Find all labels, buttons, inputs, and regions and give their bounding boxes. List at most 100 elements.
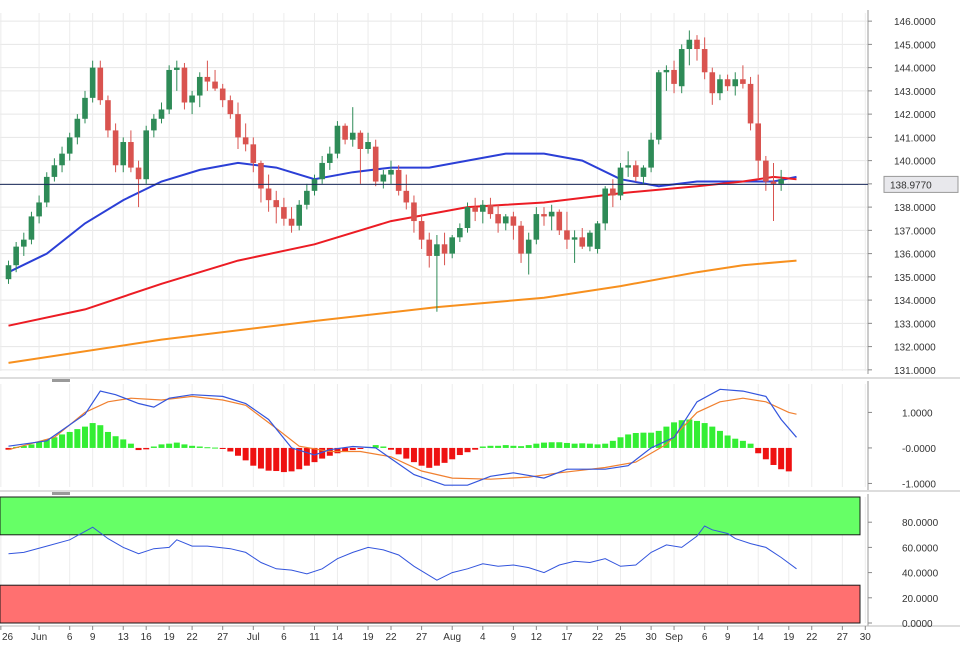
candle-body (372, 146, 379, 182)
macd-bar-positive (487, 445, 494, 448)
candle-body (770, 181, 777, 184)
candle-body (357, 132, 364, 149)
price-tick-label: 131.0000 (894, 366, 936, 377)
macd-tick-label: -1.0000 (902, 479, 936, 490)
macd-bar-positive (127, 443, 134, 448)
macd-bar-negative (303, 447, 310, 466)
x-tick-label: 27 (217, 632, 229, 643)
macd-bar-negative (227, 447, 234, 452)
macd-bar-negative (395, 447, 402, 455)
macd-bar-positive (663, 426, 670, 448)
price-tick-label: 143.0000 (894, 87, 936, 98)
candle-body (518, 225, 524, 254)
candle-body (426, 239, 433, 256)
price-tick-label: 138.0000 (894, 203, 936, 214)
x-tick-label: 6 (67, 632, 73, 643)
macd-bar-positive (648, 432, 655, 448)
candle-body (273, 200, 280, 208)
candle-body (709, 72, 716, 94)
moving-average-line (8, 152, 797, 274)
rsi-oversold-zone (0, 584, 861, 624)
macd-bar-positive (59, 434, 66, 448)
price-tick-label: 140.0000 (894, 157, 936, 168)
macd-bar-negative (433, 447, 440, 466)
macd-bar-negative (464, 447, 471, 453)
candle-body (717, 79, 723, 94)
x-tick-label: 19 (164, 632, 176, 643)
x-tick-label: 30 (646, 632, 658, 643)
x-tick-label: 30 (860, 632, 872, 643)
candle-body (755, 123, 761, 161)
price-tick-label: 136.0000 (894, 250, 936, 261)
candle-body (43, 176, 50, 203)
macd-bar-positive (97, 425, 104, 448)
last-price-label: 138.9770 (890, 180, 932, 191)
macd-bar-negative (235, 447, 241, 456)
x-tick-label: 11 (309, 632, 320, 643)
macd-bar-negative (418, 447, 425, 466)
candle-body (541, 214, 547, 217)
price-tick-label: 133.0000 (894, 319, 936, 330)
macd-bar-positive (66, 431, 73, 448)
macd-bar-positive (120, 439, 127, 448)
macd-bar-negative (410, 447, 417, 463)
macd-bar-positive (502, 445, 509, 448)
x-tick-label: 22 (385, 632, 397, 643)
macd-bar-positive (678, 420, 685, 448)
macd-bar-negative (388, 447, 394, 450)
x-tick-label: 6 (281, 632, 287, 643)
candle-body (525, 239, 532, 254)
candle-body (74, 118, 81, 138)
macd-main-line (8, 388, 797, 486)
candle-body (434, 244, 440, 256)
macd-bar-positive (212, 447, 219, 449)
candle-body (342, 125, 348, 140)
candle-body (640, 167, 647, 177)
macd-bar-positive (372, 445, 379, 448)
candle-body (655, 72, 662, 140)
x-tick-label: 14 (332, 632, 344, 643)
macd-bar-negative (472, 447, 479, 450)
macd-bar-positive (36, 441, 43, 448)
candle-body (548, 211, 555, 217)
candle-body (403, 190, 410, 203)
price-tick-label: 146.0000 (894, 17, 936, 28)
candle-body (388, 169, 394, 175)
macd-bar-positive (747, 443, 754, 448)
macd-bar-positive (739, 440, 746, 448)
macd-bar-negative (219, 447, 226, 449)
candle-body (349, 132, 356, 140)
x-tick-label: 22 (592, 632, 604, 643)
macd-bar-positive (181, 444, 188, 448)
x-tick-label: 9 (725, 632, 731, 643)
macd-bar-negative (5, 447, 12, 450)
x-tick-label: 22 (806, 632, 818, 643)
macd-bar-positive (579, 443, 586, 448)
x-tick-label: 25 (615, 632, 627, 643)
candle-body (587, 232, 593, 247)
candle-body (189, 95, 195, 103)
last-price-box (883, 175, 959, 193)
candle-body (212, 81, 218, 89)
pane-frames (0, 10, 960, 627)
macd-bar-positive (671, 422, 678, 448)
candle-body (219, 88, 226, 101)
candle-body (288, 218, 295, 226)
macd-bar-negative (426, 447, 433, 468)
candle-body (763, 160, 769, 182)
macd-bar-positive (533, 443, 540, 448)
price-tick-label: 137.0000 (894, 226, 936, 237)
macd-bar-positive (709, 426, 716, 448)
candle-body (648, 139, 654, 168)
macd-bar-positive (495, 445, 502, 448)
macd-bar-positive (586, 443, 593, 448)
candle-body (556, 211, 563, 231)
candle-body (334, 125, 341, 154)
macd-bar-negative (242, 447, 249, 461)
macd-bar-negative (785, 447, 792, 472)
candle-body (472, 207, 478, 212)
macd-bar-negative (296, 447, 303, 470)
candle-body (265, 188, 272, 201)
candle-body (5, 265, 12, 280)
